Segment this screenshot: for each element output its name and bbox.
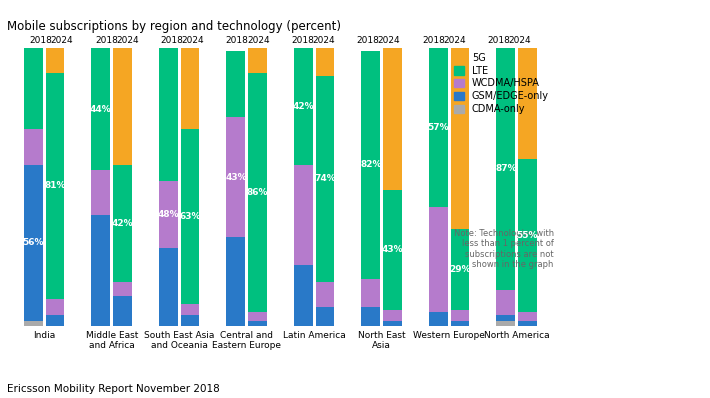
Bar	[518, 312, 537, 321]
Bar	[180, 129, 200, 304]
Bar	[159, 248, 178, 326]
Text: 43%: 43%	[225, 173, 246, 182]
Text: 43%: 43%	[382, 245, 403, 254]
Bar	[180, 315, 200, 326]
Text: 56%: 56%	[23, 238, 44, 247]
Bar	[315, 48, 334, 76]
Text: 57%: 57%	[427, 123, 449, 132]
Bar	[294, 48, 313, 165]
Bar	[518, 321, 537, 326]
Bar	[383, 48, 402, 190]
Bar	[45, 48, 65, 73]
Bar	[248, 321, 267, 326]
Text: 42%: 42%	[293, 102, 315, 111]
Bar	[113, 165, 132, 282]
Text: 74%: 74%	[314, 174, 336, 183]
Bar	[518, 48, 537, 159]
Bar	[383, 321, 402, 326]
Bar	[429, 207, 448, 312]
Bar	[226, 237, 246, 326]
Bar	[451, 229, 469, 310]
Bar	[45, 298, 65, 315]
Bar	[92, 48, 110, 170]
Bar	[159, 48, 178, 181]
Bar	[294, 165, 313, 265]
Bar	[315, 76, 334, 282]
Bar	[113, 48, 132, 165]
Bar	[383, 190, 402, 310]
Bar	[180, 304, 200, 315]
Bar	[451, 321, 469, 326]
Bar	[496, 290, 515, 315]
Bar	[113, 296, 132, 326]
Bar	[451, 48, 469, 229]
Bar	[429, 48, 448, 207]
Bar	[45, 315, 65, 326]
Bar	[518, 159, 537, 312]
Bar	[383, 310, 402, 321]
Bar	[361, 51, 381, 279]
Bar	[496, 48, 515, 290]
Bar	[92, 170, 110, 215]
Text: 63%: 63%	[179, 212, 201, 221]
Text: 86%: 86%	[247, 188, 268, 197]
Text: Mobile subscriptions by region and technology (percent): Mobile subscriptions by region and techn…	[7, 20, 341, 33]
Bar	[248, 48, 267, 73]
Text: Note: Technologies with
less than 1 percent of
subscriptions are not
shown in th: Note: Technologies with less than 1 perc…	[454, 229, 554, 269]
Bar	[24, 321, 43, 326]
Legend: 5G, LTE, WCDMA/HSPA, GSM/EDGE-only, CDMA-only: 5G, LTE, WCDMA/HSPA, GSM/EDGE-only, CDMA…	[454, 53, 549, 114]
Bar	[24, 48, 43, 129]
Bar	[248, 73, 267, 312]
Bar	[159, 181, 178, 248]
Bar	[226, 51, 246, 117]
Bar	[24, 129, 43, 165]
Text: 48%: 48%	[158, 211, 179, 219]
Bar	[24, 165, 43, 321]
Bar	[315, 282, 334, 307]
Bar	[361, 279, 381, 307]
Bar	[294, 265, 313, 326]
Bar	[226, 117, 246, 237]
Bar	[180, 48, 200, 129]
Bar	[496, 321, 515, 326]
Bar	[429, 312, 448, 326]
Bar	[315, 307, 334, 326]
Text: 44%: 44%	[90, 105, 111, 113]
Text: 29%: 29%	[449, 265, 471, 274]
Text: 55%: 55%	[517, 231, 538, 240]
Text: 82%: 82%	[360, 160, 382, 169]
Bar	[248, 312, 267, 321]
Text: 81%: 81%	[44, 181, 66, 190]
Bar	[45, 73, 65, 298]
Text: Ericsson Mobility Report November 2018: Ericsson Mobility Report November 2018	[7, 384, 220, 394]
Bar	[361, 307, 381, 326]
Bar	[92, 215, 110, 326]
Bar	[113, 282, 132, 296]
Text: 42%: 42%	[111, 219, 133, 228]
Text: 87%: 87%	[495, 164, 517, 174]
Bar	[496, 315, 515, 321]
Bar	[451, 310, 469, 321]
